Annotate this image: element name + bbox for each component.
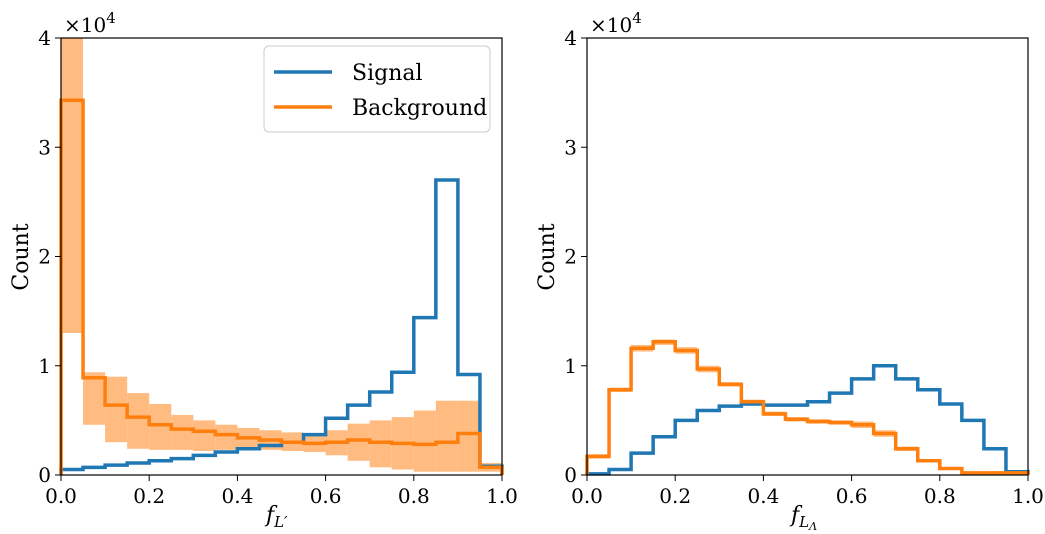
legend-label-signal: Signal [352,61,423,86]
x-tick-label: 0.8 [398,484,430,508]
histogram-steps [585,339,1030,476]
x-tick-label: 0.4 [221,484,253,508]
y-tick-label: 1 [38,354,51,378]
band-bin [171,414,194,450]
x-tick-label: 1.0 [1012,484,1044,508]
x-tick-label: 0.6 [836,484,868,508]
y-tick-label: 4 [564,26,577,50]
x-axis-label: fL′ [264,503,288,531]
y-tick-label: 4 [38,26,51,50]
band-bin [149,403,172,450]
band-bin [347,423,370,461]
histogram-steps [59,98,504,475]
y-tick-label: 1 [564,354,577,378]
y-tick-label: 2 [564,245,577,269]
series-background-step [585,339,1030,475]
left-histogram-panel: 0.0 0.2 0.4 0.6 0.8 1.0 0 1 2 3 4 ×104 Count fL′ S… [9,9,518,531]
x-tick-label: 0.4 [747,484,779,508]
band-bin [193,420,216,451]
y-axis-label: Count [535,223,560,290]
legend-box [263,45,491,133]
y-multiplier: ×104 [590,9,642,37]
x-tick-label: 0.2 [659,484,691,508]
y-multiplier: ×104 [64,9,116,37]
axis-ticks: 0.0 0.2 0.4 0.6 0.8 1.0 0 1 2 3 4 [564,26,1044,508]
series-background-step [59,98,504,475]
band-bin [457,400,480,472]
x-tick-label: 0.0 [571,484,603,508]
y-tick-label: 2 [38,245,51,269]
band-bin [215,424,238,450]
band-bin [435,400,458,472]
right-histogram-panel: 0.0 0.2 0.4 0.6 0.8 1.0 0 1 2 3 4 ×104 Count fLΛ [535,9,1044,533]
background-uncertainty-band [61,38,502,472]
band-bin [413,410,436,472]
band-bin [83,372,106,425]
y-axis-label: Count [9,223,34,290]
legend-label-background: Background [352,96,487,121]
x-tick-label: 0.8 [924,484,956,508]
axis-ticks: 0.0 0.2 0.4 0.6 0.8 1.0 0 1 2 3 4 [38,26,518,508]
band-bin [61,38,84,333]
y-tick-label: 3 [38,135,51,159]
x-tick-label: 0.2 [133,484,165,508]
legend: Signal Background [263,45,491,133]
band-bin [105,376,128,443]
x-tick-label: 0.0 [45,484,77,508]
y-tick-label: 3 [564,135,577,159]
x-tick-label: 1.0 [486,484,518,508]
band-bin [127,393,150,449]
x-tick-label: 0.6 [310,484,342,508]
series-signal-step [585,364,1030,476]
y-tick-label: 0 [38,463,51,487]
x-axis-label: fLΛ [789,503,817,533]
y-tick-label: 0 [564,463,577,487]
